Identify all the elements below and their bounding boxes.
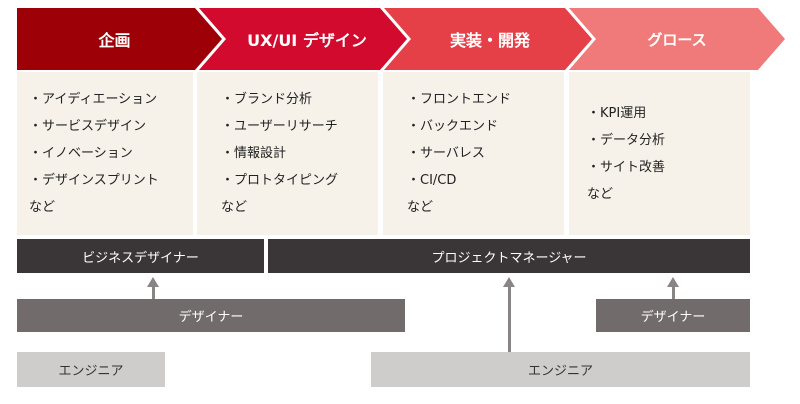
role-engineer-right: エンジニア: [371, 352, 750, 387]
list-item: ・情報設計: [221, 146, 287, 161]
list-item: ・CI/CD: [407, 173, 457, 188]
list-item: ・ブランド分析: [221, 92, 313, 107]
list-item: ・アイディエーション: [29, 92, 158, 107]
phase-title-dev: 実装・開発: [449, 31, 530, 50]
list-item: ・バックエンド: [407, 119, 499, 134]
role-project-manager: プロジェクトマネージャー: [268, 239, 750, 273]
list-item: ・フロントエンド: [407, 92, 512, 107]
chevron-planning: [17, 8, 222, 70]
phase-title-planning: 企画: [98, 31, 131, 50]
list-item: ・ユーザーリサーチ: [221, 119, 338, 134]
list-item: ・イノベーション: [29, 146, 133, 161]
chevron-growth: [569, 8, 785, 70]
phase-chevrons: [17, 8, 785, 70]
phase-title-uxui: UX/UI デザイン: [247, 31, 367, 50]
role-designer-left: デザイナー: [17, 299, 405, 332]
list-item: ・データ分析: [587, 133, 666, 148]
list-item: など: [221, 200, 248, 215]
phase-box-planning: ・アイディエーション ・サービスデザイン ・イノベーション ・デザインスプリント…: [17, 72, 193, 235]
role-designer-right: デザイナー: [596, 299, 750, 332]
chevron-uxui: [199, 8, 407, 70]
list-item: など: [587, 187, 614, 202]
phase-box-uxui: ・ブランド分析 ・ユーザーリサーチ ・情報設計 ・プロトタイピング など: [197, 72, 378, 235]
phase-box-dev: ・フロントエンド ・バックエンド ・サーバレス ・CI/CD など: [383, 72, 564, 235]
list-item: ・プロトタイピング: [221, 173, 339, 188]
list-item: ・サーバレス: [407, 146, 485, 161]
role-engineer-left: エンジニア: [17, 352, 165, 387]
list-item: ・KPI運用: [587, 106, 647, 121]
phase-box-growth: ・KPI運用 ・データ分析 ・サイト改善 など: [569, 72, 750, 235]
chevron-dev: [384, 8, 592, 70]
list-item: など: [29, 200, 56, 215]
phase-title-growth: グロース: [647, 30, 707, 49]
list-item: ・サービスデザイン: [29, 119, 147, 134]
list-item: ・サイト改善: [587, 160, 666, 175]
list-item: ・デザインスプリント: [29, 173, 159, 188]
list-item: など: [407, 200, 434, 215]
role-business-designer: ビジネスデザイナー: [17, 239, 264, 273]
